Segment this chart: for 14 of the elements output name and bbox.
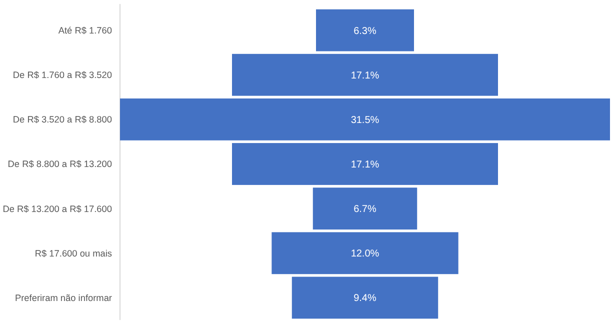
data-label: 6.7% bbox=[354, 204, 377, 216]
data-label: 6.3% bbox=[354, 26, 377, 37]
data-label: 9.4% bbox=[354, 293, 377, 304]
category-label: De R$ 13.200 a R$ 17.600 bbox=[2, 204, 112, 214]
category-label: De R$ 8.800 a R$ 13.200 bbox=[8, 159, 112, 170]
category-label: De R$ 1.760 a R$ 3.520 bbox=[12, 70, 112, 80]
category-label: Até R$ 1.760 bbox=[58, 26, 112, 36]
category-label: Preferiram não informar bbox=[14, 292, 112, 303]
data-label: 17.1% bbox=[350, 160, 380, 170]
category-label: De R$ 3.520 a R$ 8.800 bbox=[12, 114, 112, 125]
data-label: 31.5% bbox=[350, 114, 380, 126]
category-label: R$ 17.600 ou mais bbox=[34, 248, 112, 258]
data-label: 12.0% bbox=[350, 248, 380, 260]
data-label: 17.1% bbox=[350, 70, 380, 82]
